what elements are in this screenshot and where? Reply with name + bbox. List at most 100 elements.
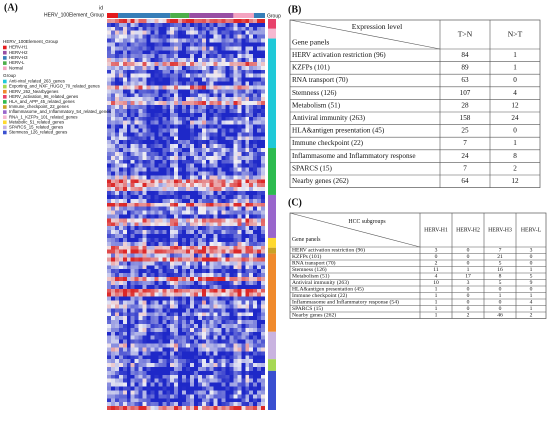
heatmap-cell [217, 105, 222, 110]
table-value: 9 [530, 280, 533, 286]
heatmap-cell [217, 386, 222, 391]
heatmap-cell [213, 120, 218, 125]
heatmap-cell [213, 214, 218, 219]
heatmap-cell [237, 112, 242, 117]
heatmap-cell [225, 179, 230, 184]
heatmap-cell [126, 351, 131, 356]
heatmap-cell [253, 280, 258, 286]
heatmap-cell [182, 331, 187, 336]
heatmap-cell [261, 222, 266, 227]
heatmap-cell [138, 351, 143, 356]
heatmap-cell [130, 273, 135, 278]
heatmap-cell [150, 30, 155, 35]
heatmap-cell [118, 46, 123, 51]
heatmap-cell [253, 273, 258, 278]
heatmap-cell [249, 179, 254, 184]
heatmap-cell [170, 296, 175, 301]
heatmap-cell [233, 390, 238, 395]
heatmap-cell [166, 108, 171, 114]
heatmap-cell [146, 245, 151, 250]
heatmap-cell [182, 183, 187, 188]
heatmap-cell [142, 65, 147, 71]
heatmap-cell [107, 97, 112, 102]
heatmap-cell [134, 331, 139, 336]
heatmap-cell [146, 277, 151, 282]
heatmap-cell [253, 398, 258, 403]
heatmap-cell [182, 77, 187, 82]
table-border [289, 212, 547, 319]
heatmap-cell [189, 159, 195, 164]
heatmap-cell [221, 355, 226, 360]
heatmap-cell [170, 136, 175, 141]
heatmap-cell [261, 191, 266, 196]
heatmap-cell [221, 155, 226, 160]
heatmap-cell [170, 116, 175, 121]
heatmap-cell [249, 374, 254, 379]
heatmap-cell [193, 69, 199, 74]
table-value: 0 [467, 306, 470, 312]
heatmap-cell [182, 327, 187, 332]
heatmap-cell [174, 323, 179, 329]
heatmap-cell [110, 335, 116, 340]
heatmap-cell [249, 132, 254, 137]
heatmap-cell [138, 288, 143, 293]
heatmap-cell [221, 112, 226, 117]
heatmap-cell [209, 187, 214, 192]
heatmap-cell [205, 241, 210, 246]
heatmap-cell [241, 253, 246, 258]
heatmap-cell [193, 292, 199, 297]
heatmap-cell [201, 62, 206, 67]
heatmap-cell [174, 167, 179, 172]
heatmap-cell [233, 151, 238, 157]
heatmap-cell [178, 69, 183, 74]
heatmap-cell [229, 183, 234, 188]
table-value: 7 [463, 164, 467, 172]
heatmap-cell [138, 402, 143, 407]
heatmap-cell [170, 62, 175, 67]
heatmap-cell [138, 304, 143, 309]
heatmap-cell [217, 308, 222, 313]
heatmap-cell [249, 108, 254, 114]
heatmap-cell [134, 245, 139, 250]
heatmap-cell [221, 296, 226, 301]
heatmap-cell [186, 363, 191, 368]
heatmap-cell [253, 249, 258, 254]
heatmap-cell [237, 234, 242, 239]
heatmap-cell [225, 359, 230, 364]
heatmap-cell [237, 370, 242, 376]
heatmap-cell [126, 85, 131, 90]
heatmap-cell [221, 222, 226, 227]
heatmap-cell [261, 308, 266, 313]
heatmap-cell [245, 183, 250, 188]
heatmap-cell [178, 351, 183, 356]
heatmap-cell [174, 296, 179, 301]
heatmap-cell [122, 140, 127, 145]
heatmap-cell [126, 390, 131, 395]
heatmap-cell [162, 108, 167, 114]
heatmap-cell [150, 222, 155, 227]
heatmap-cell [189, 241, 195, 246]
heatmap-cell [213, 19, 218, 24]
heatmap-cell [221, 175, 226, 180]
heatmap-cell [209, 54, 214, 59]
heatmap-cell [233, 335, 238, 340]
heatmap-cell [138, 38, 143, 43]
row-label: HERV activation restriction (96) [292, 51, 386, 59]
heatmap-cell [134, 257, 139, 262]
heatmap-cell [257, 167, 262, 172]
heatmap-cell [170, 171, 175, 176]
heatmap-cell [229, 128, 234, 133]
heatmap-cell [122, 97, 127, 102]
heatmap-cell [233, 159, 238, 164]
heatmap-cell [170, 108, 175, 114]
heatmap-cell [209, 85, 214, 90]
heatmap-cell [178, 179, 183, 184]
row-label: Stemness (126) [292, 89, 337, 97]
heatmap-cell [201, 218, 206, 223]
heatmap-cell [122, 351, 127, 356]
heatmap-cell [245, 241, 250, 246]
heatmap-cell [221, 234, 226, 239]
heatmap-cell [225, 97, 230, 102]
heatmap-cell [138, 226, 143, 231]
heatmap-cell [170, 54, 175, 59]
